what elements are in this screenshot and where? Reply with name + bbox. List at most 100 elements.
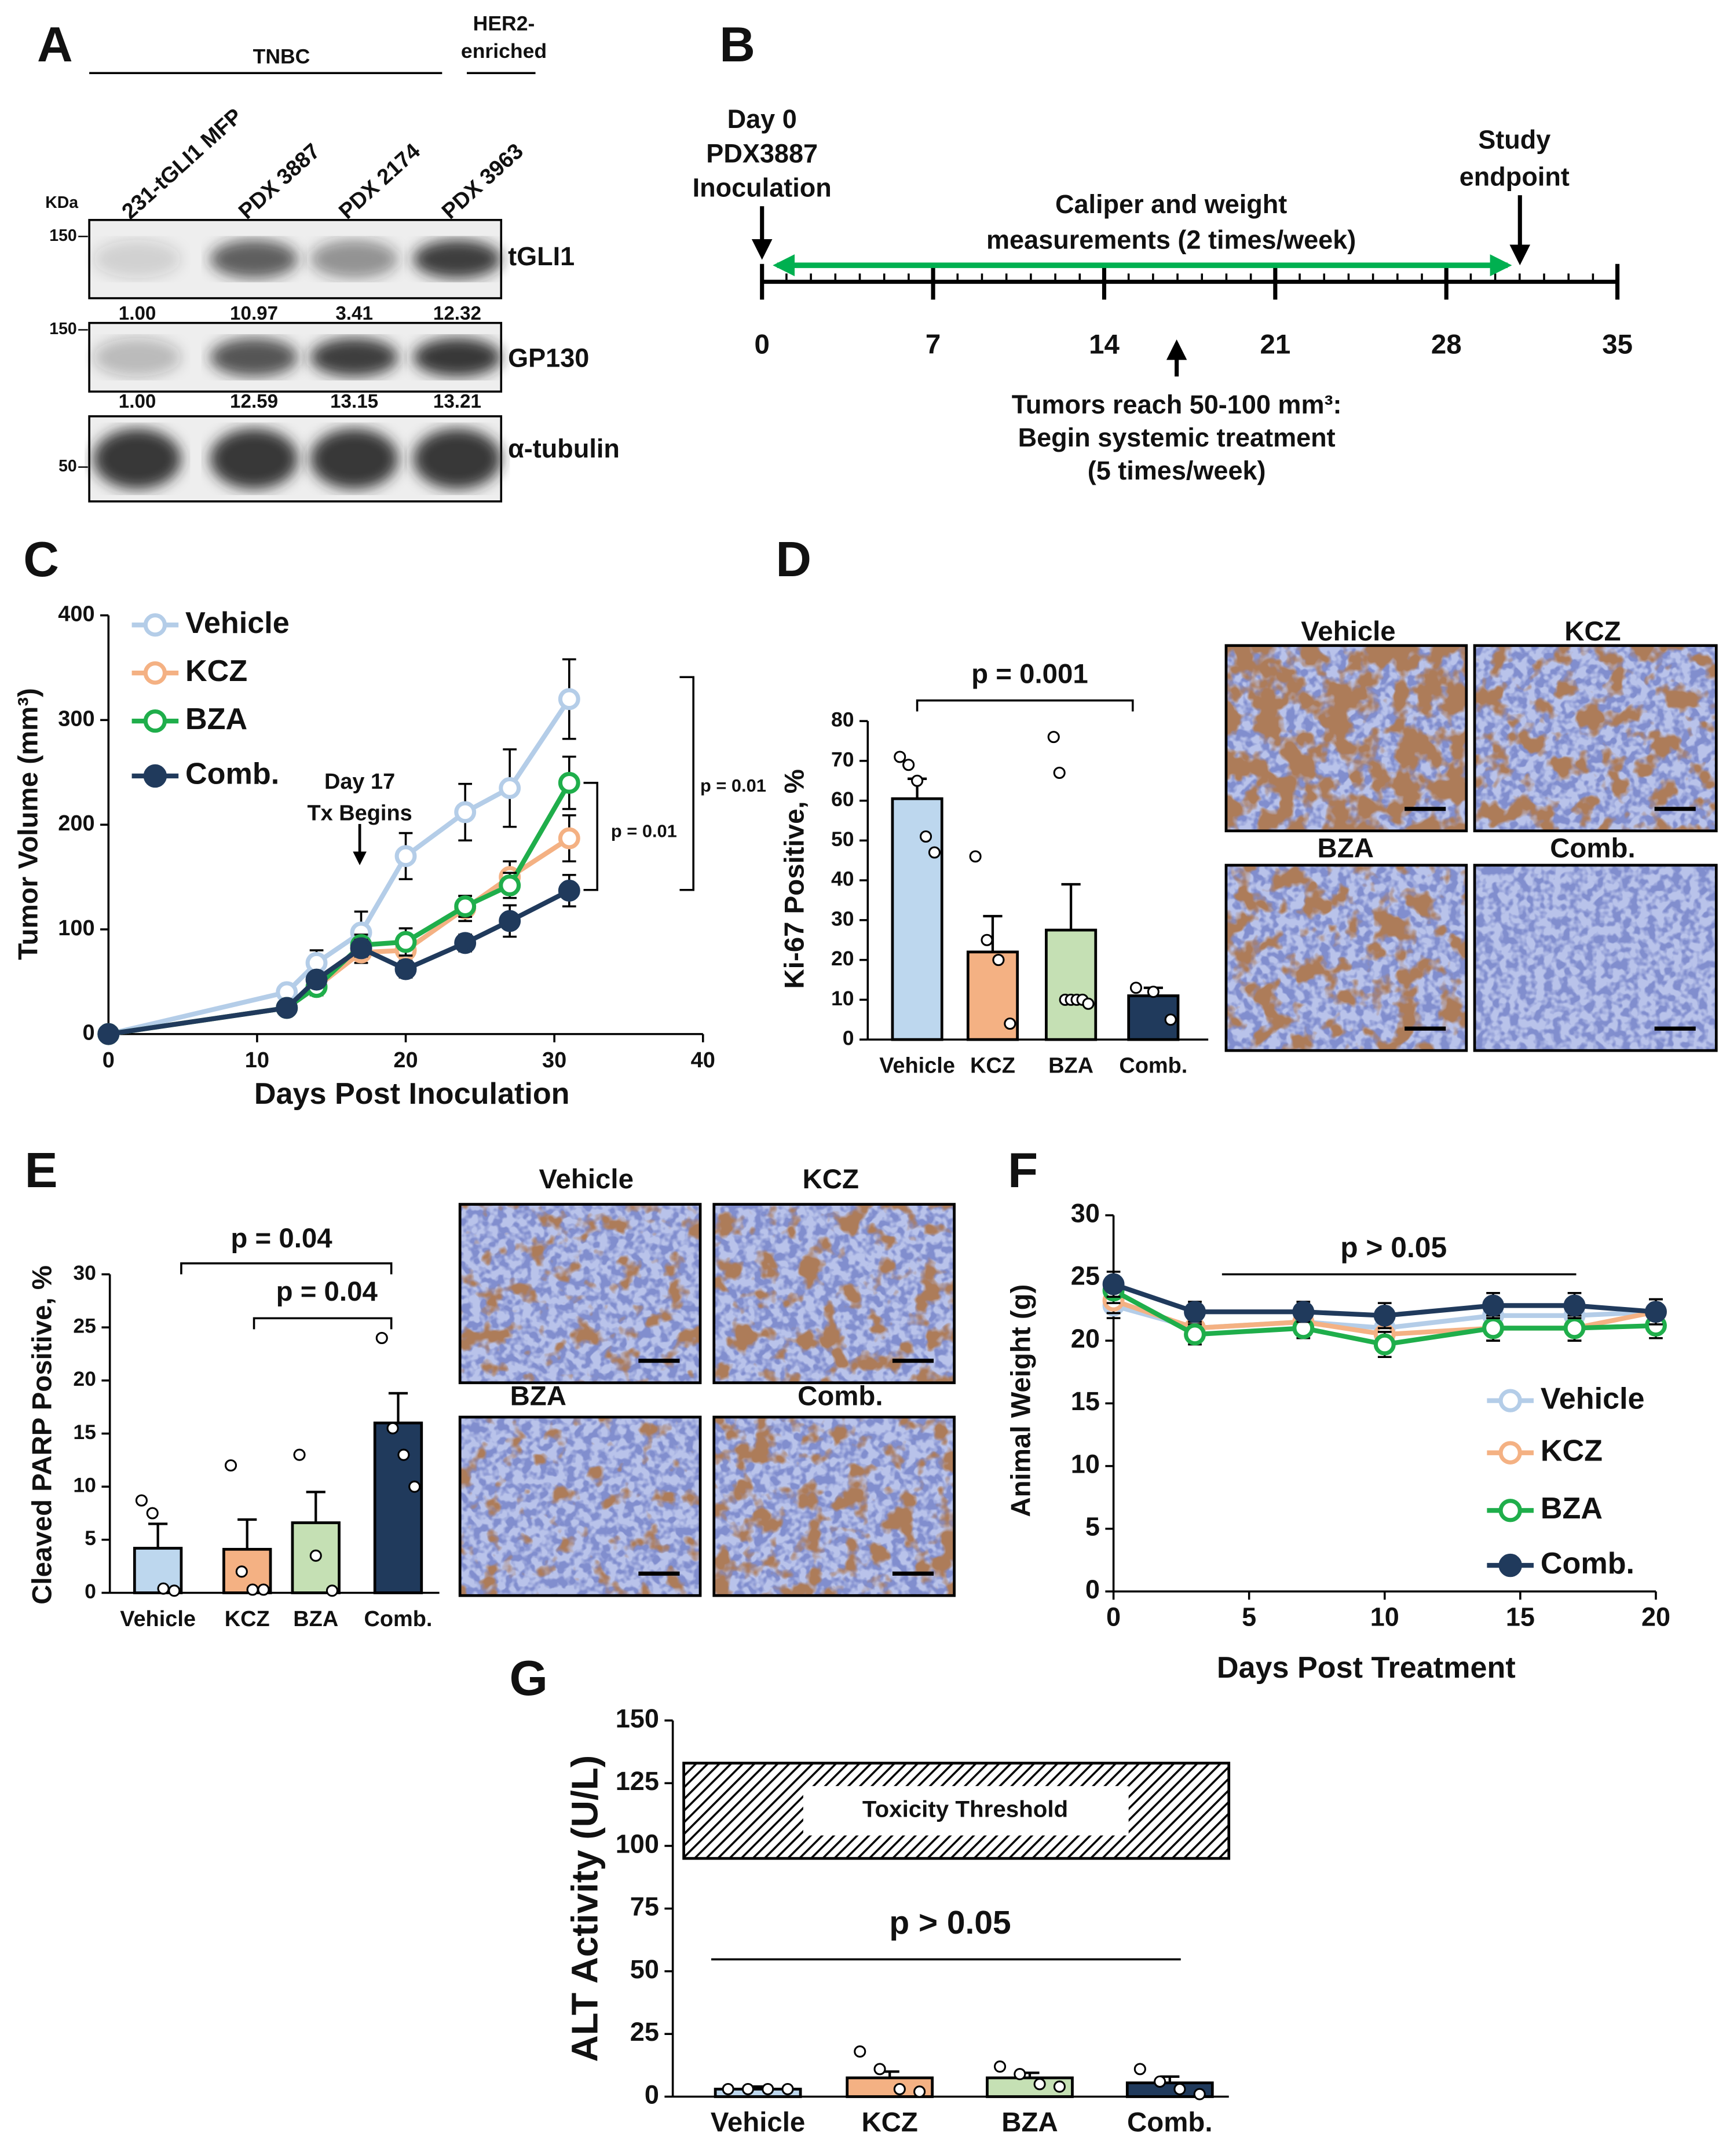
quant-label: 12.59 xyxy=(230,391,278,412)
annotation: Tx Begins xyxy=(307,801,412,825)
image-border xyxy=(712,1415,956,1597)
marker xyxy=(558,688,580,711)
y-tick-label: 20 xyxy=(1071,1324,1100,1353)
x-tick-label: 5 xyxy=(1242,1602,1256,1631)
error-bar xyxy=(237,1518,257,1550)
marker xyxy=(1482,1317,1505,1339)
y-tick-label: 25 xyxy=(73,1315,96,1338)
size-marker: 150 xyxy=(49,320,76,338)
y-tick-label: 80 xyxy=(831,708,854,731)
x-tick-label: Comb. xyxy=(1127,2107,1212,2137)
data-point xyxy=(1047,731,1060,744)
marker xyxy=(499,874,521,896)
x-tick-label: Vehicle xyxy=(879,1054,955,1078)
y-tick-label: 100 xyxy=(616,1829,659,1858)
band xyxy=(210,429,298,489)
timeline-text: PDX3887 xyxy=(706,138,818,168)
y-tick-label: 200 xyxy=(58,811,94,836)
data-point xyxy=(375,1331,388,1345)
bar xyxy=(1045,928,1098,1041)
x-axis-label: Days Post Treatment xyxy=(1217,1651,1516,1685)
bar xyxy=(1127,994,1180,1041)
band xyxy=(413,240,502,279)
data-point xyxy=(893,2082,906,2096)
data-point xyxy=(1033,2078,1046,2091)
y-tick-label: 30 xyxy=(1071,1198,1100,1228)
y-axis-label: ALT Activity (U/L) xyxy=(564,1755,606,2062)
marker xyxy=(558,880,580,902)
quant-label: 3.41 xyxy=(335,303,373,324)
legend-label: Vehicle xyxy=(1541,1382,1645,1415)
lane-label: PDX 3963 xyxy=(437,139,528,224)
row-label: tGLI1 xyxy=(508,241,575,271)
tick-label: 7 xyxy=(926,329,941,360)
band xyxy=(210,240,298,279)
x-tick-label: 20 xyxy=(393,1048,418,1072)
legend-label: KCZ xyxy=(185,654,247,688)
data-point xyxy=(325,1584,339,1597)
data-point xyxy=(135,1494,148,1507)
group-label: HER2- xyxy=(473,12,535,35)
image-title: Vehicle xyxy=(1301,616,1395,647)
marker xyxy=(1373,1304,1396,1327)
timeline-text: measurements (2 times/week) xyxy=(986,225,1356,255)
data-point xyxy=(781,2082,794,2096)
legend-marker xyxy=(1498,1389,1522,1412)
y-tick-label: 70 xyxy=(831,748,854,771)
band xyxy=(93,338,181,377)
legend-marker xyxy=(143,764,167,788)
x-axis-label: Days Post Inoculation xyxy=(254,1077,570,1111)
image-border xyxy=(1473,863,1718,1052)
data-point xyxy=(854,2045,866,2058)
tick-label: 28 xyxy=(1431,329,1462,360)
image-title: BZA xyxy=(1318,833,1374,864)
bracket xyxy=(679,676,694,891)
marker xyxy=(394,958,417,980)
marker xyxy=(305,968,328,991)
x-tick-label: BZA xyxy=(293,1607,338,1631)
error-bar xyxy=(306,1491,325,1523)
timeline-text: (5 times/week) xyxy=(1088,456,1266,485)
data-point xyxy=(293,1448,306,1461)
lane-label: PDX 2174 xyxy=(334,139,425,224)
annotation: p = 0.04 xyxy=(231,1223,332,1254)
y-axis-label: Ki-67 Positive, % xyxy=(779,769,810,989)
y-tick-label: 5 xyxy=(1085,1512,1100,1542)
data-point xyxy=(894,751,906,763)
x-tick-label: 10 xyxy=(1370,1602,1399,1631)
marker xyxy=(394,845,417,867)
band xyxy=(310,338,398,377)
data-point xyxy=(1129,982,1143,994)
x-tick-label: 40 xyxy=(691,1048,715,1072)
data-point xyxy=(309,1549,322,1562)
image-stain xyxy=(1226,645,1466,831)
image-title: Vehicle xyxy=(539,1164,634,1195)
threshold-label-box xyxy=(803,1786,1129,1836)
data-point xyxy=(224,1459,237,1472)
series-line xyxy=(108,888,570,1037)
data-point xyxy=(911,774,924,787)
size-marker: 50 xyxy=(58,457,77,475)
legend-marker xyxy=(143,613,167,637)
marker xyxy=(1563,1317,1586,1339)
data-point xyxy=(257,1583,270,1596)
image-stain xyxy=(1226,865,1466,1051)
y-tick-label: 0 xyxy=(843,1027,854,1050)
y-axis-label: Tumor Volume (mm³) xyxy=(13,688,44,960)
image-border xyxy=(1224,644,1468,833)
panel-letter: E xyxy=(25,1143,58,1198)
bar xyxy=(373,1421,423,1594)
group-label: TNBC xyxy=(253,45,310,68)
marker xyxy=(1292,1301,1315,1323)
band xyxy=(93,240,181,279)
data-point xyxy=(1154,2075,1166,2088)
y-tick-label: 300 xyxy=(58,707,94,731)
timeline-text: Day 0 xyxy=(727,104,797,134)
data-point xyxy=(157,1582,170,1595)
bar xyxy=(891,797,943,1041)
size-marker: 150 xyxy=(49,226,76,245)
legend-marker xyxy=(143,661,167,685)
marker xyxy=(1184,1323,1206,1346)
legend-marker xyxy=(1498,1441,1522,1465)
x-tick-label: Vehicle xyxy=(711,2107,805,2137)
